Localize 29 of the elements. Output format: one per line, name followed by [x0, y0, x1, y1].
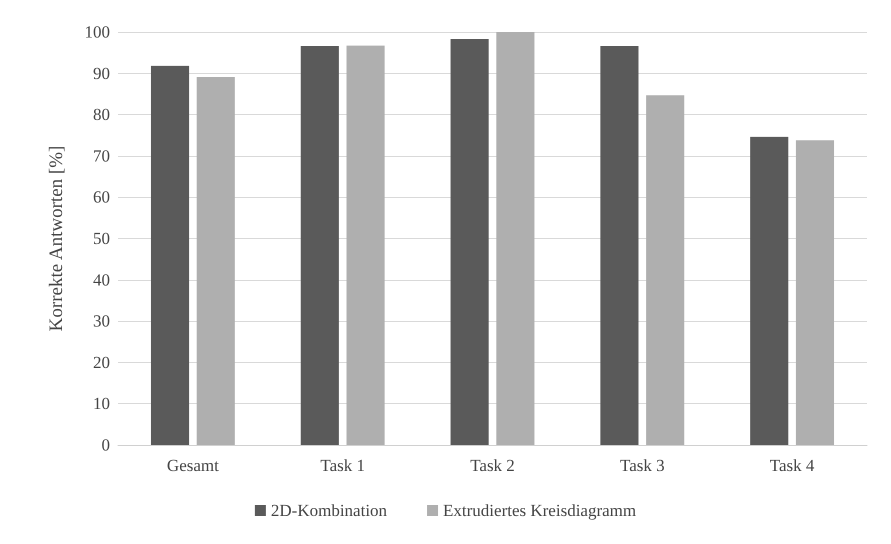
x-tick-label: Task 2	[470, 456, 515, 475]
bar	[796, 140, 834, 445]
bar	[600, 46, 638, 445]
bar	[300, 46, 339, 445]
y-tick-label: 10	[93, 394, 110, 414]
y-tick-label: 60	[93, 188, 110, 207]
x-tick-label: Gesamt	[166, 456, 220, 475]
y-tick-label: 0	[102, 436, 110, 454]
bar	[150, 66, 190, 445]
x-tick-label: Task 3	[620, 456, 665, 475]
x-tick-label: Task 1	[320, 456, 366, 475]
y-tick-label: 80	[93, 105, 110, 124]
y-tick-label: 50	[93, 229, 110, 248]
x-tick-label: Task 4	[770, 456, 815, 475]
bar	[496, 32, 534, 445]
legend-label: 2D-Kombination	[270, 501, 388, 520]
legend-label: Extrudiertes Kreisdiagramm	[443, 501, 636, 520]
bar	[750, 136, 788, 445]
y-tick-label: 90	[93, 64, 110, 83]
y-tick-label: 30	[93, 312, 110, 331]
y-axis-title: Korrekte Antworten [%]	[46, 146, 67, 332]
bar	[346, 46, 385, 445]
bar	[450, 39, 489, 445]
y-tick-label: 100	[84, 22, 110, 42]
y-tick-label: 20	[93, 352, 110, 372]
bar	[196, 77, 235, 445]
y-tick-label: 70	[93, 146, 110, 166]
y-tick-label: 40	[93, 270, 110, 290]
bar	[646, 95, 684, 445]
